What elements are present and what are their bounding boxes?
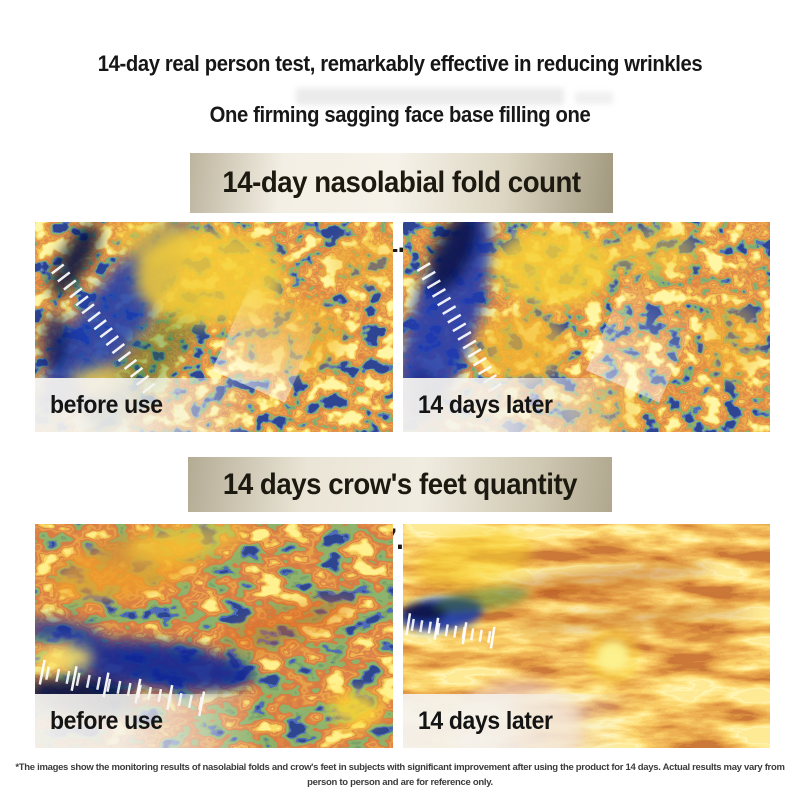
thermal-image-crows-feet-after: 14 days later xyxy=(403,524,770,748)
blue-wrinkle-patch xyxy=(403,587,529,632)
caption-after-1: 14 days later xyxy=(403,378,635,432)
wrinkle-ruler-ticks-icon xyxy=(38,659,206,717)
page-title: 14-day real person test, remarkably effe… xyxy=(0,50,800,78)
page-subtitle-text: One firming sagging face base filling on… xyxy=(209,102,591,127)
page-subtitle: One firming sagging face base filling on… xyxy=(0,101,800,129)
hot-yellow-zones xyxy=(35,524,381,727)
wrinkle-ruler-ticks-icon xyxy=(51,263,159,399)
thermal-image-crows-feet-before: before use xyxy=(35,524,393,748)
caption-after-2-text: 14 days later xyxy=(418,707,553,735)
wrinkle-ruler-ticks-icon xyxy=(405,613,497,649)
caption-before-2: before use xyxy=(35,694,261,748)
thermal-image-nasolabial-after: 14 days later xyxy=(403,222,770,432)
banner-nasolabial-fold-text: 14-day nasolabial fold count -31.7% xyxy=(222,166,581,259)
caption-after-1-text: 14 days later xyxy=(418,391,553,419)
caption-after-2: 14 days later xyxy=(403,694,635,748)
caption-before-2-text: before use xyxy=(50,707,163,735)
banner-nasolabial-fold: 14-day nasolabial fold count -31.7% xyxy=(190,153,613,259)
faint-watermark-2 xyxy=(575,92,613,104)
page-title-text: 14-day real person test, remarkably effe… xyxy=(97,51,703,76)
faint-watermark xyxy=(296,88,564,105)
banner-crows-feet: 14 days crow's feet quantity -27.2% xyxy=(188,457,612,556)
thermal-image-nasolabial-before: before use xyxy=(35,222,393,432)
caption-before-1-text: before use xyxy=(50,391,163,419)
caption-before-1: before use xyxy=(35,378,261,432)
hot-spot xyxy=(587,630,639,682)
footer-disclaimer: *The images show the monitoring results … xyxy=(15,762,785,788)
